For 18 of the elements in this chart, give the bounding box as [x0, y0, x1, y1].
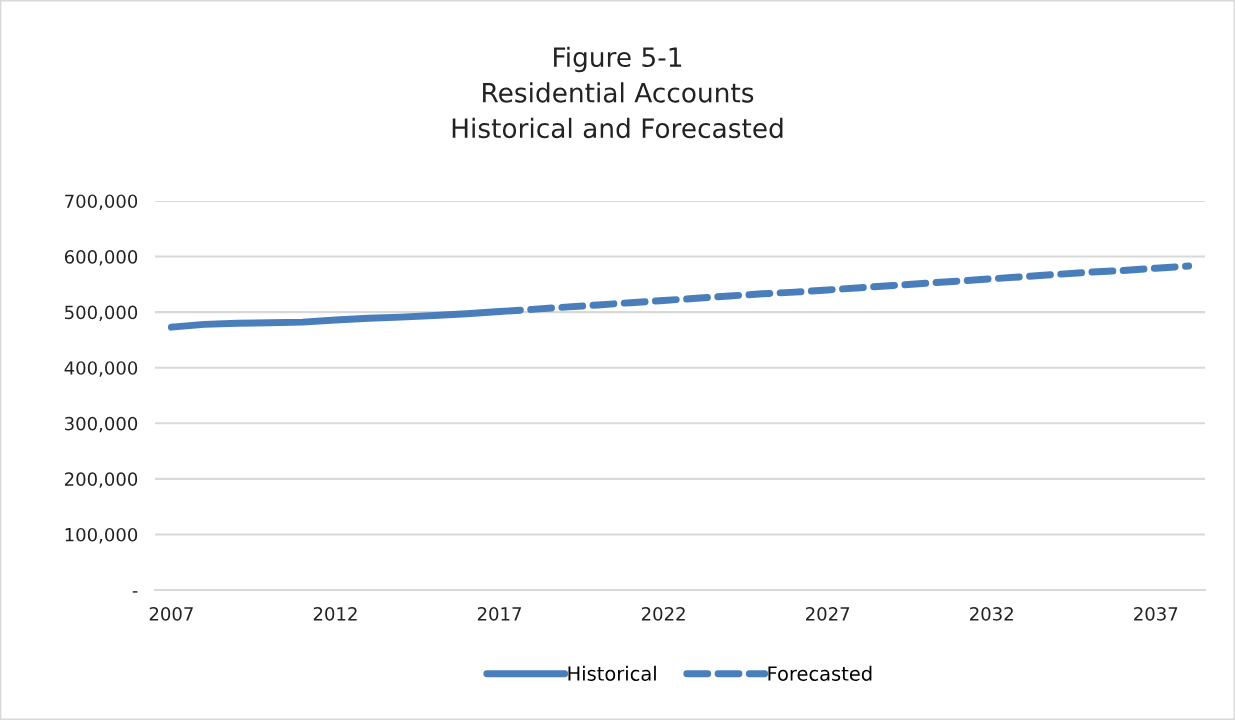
y-tick-label: 200,000 [64, 472, 138, 488]
y-tick-label: 600,000 [64, 250, 138, 266]
y-tick-label: - [132, 591, 138, 593]
y-tick-label: 500,000 [65, 305, 138, 322]
x-tick-label: 2027 [806, 606, 850, 621]
x-tick-label: 2037 [1134, 606, 1178, 621]
chart-title: Figure 5-1 Residential Accounts Historical and Forecasted [452, 46, 783, 139]
legend-label: Historical [568, 665, 656, 681]
legend-label: Forecasted [768, 665, 872, 681]
x-tick-label: 2032 [970, 606, 1013, 621]
x-tick-label: 2017 [477, 606, 521, 621]
x-tick-label: 2007 [149, 606, 193, 621]
x-tick-label: 2012 [313, 606, 357, 621]
y-tick-label: 400,000 [64, 361, 138, 377]
y-tick-label: 100,000 [65, 527, 138, 544]
x-tick-label: 2022 [641, 606, 685, 621]
y-tick-label: 300,000 [65, 416, 138, 433]
y-tick-label: 700,000 [65, 194, 138, 210]
